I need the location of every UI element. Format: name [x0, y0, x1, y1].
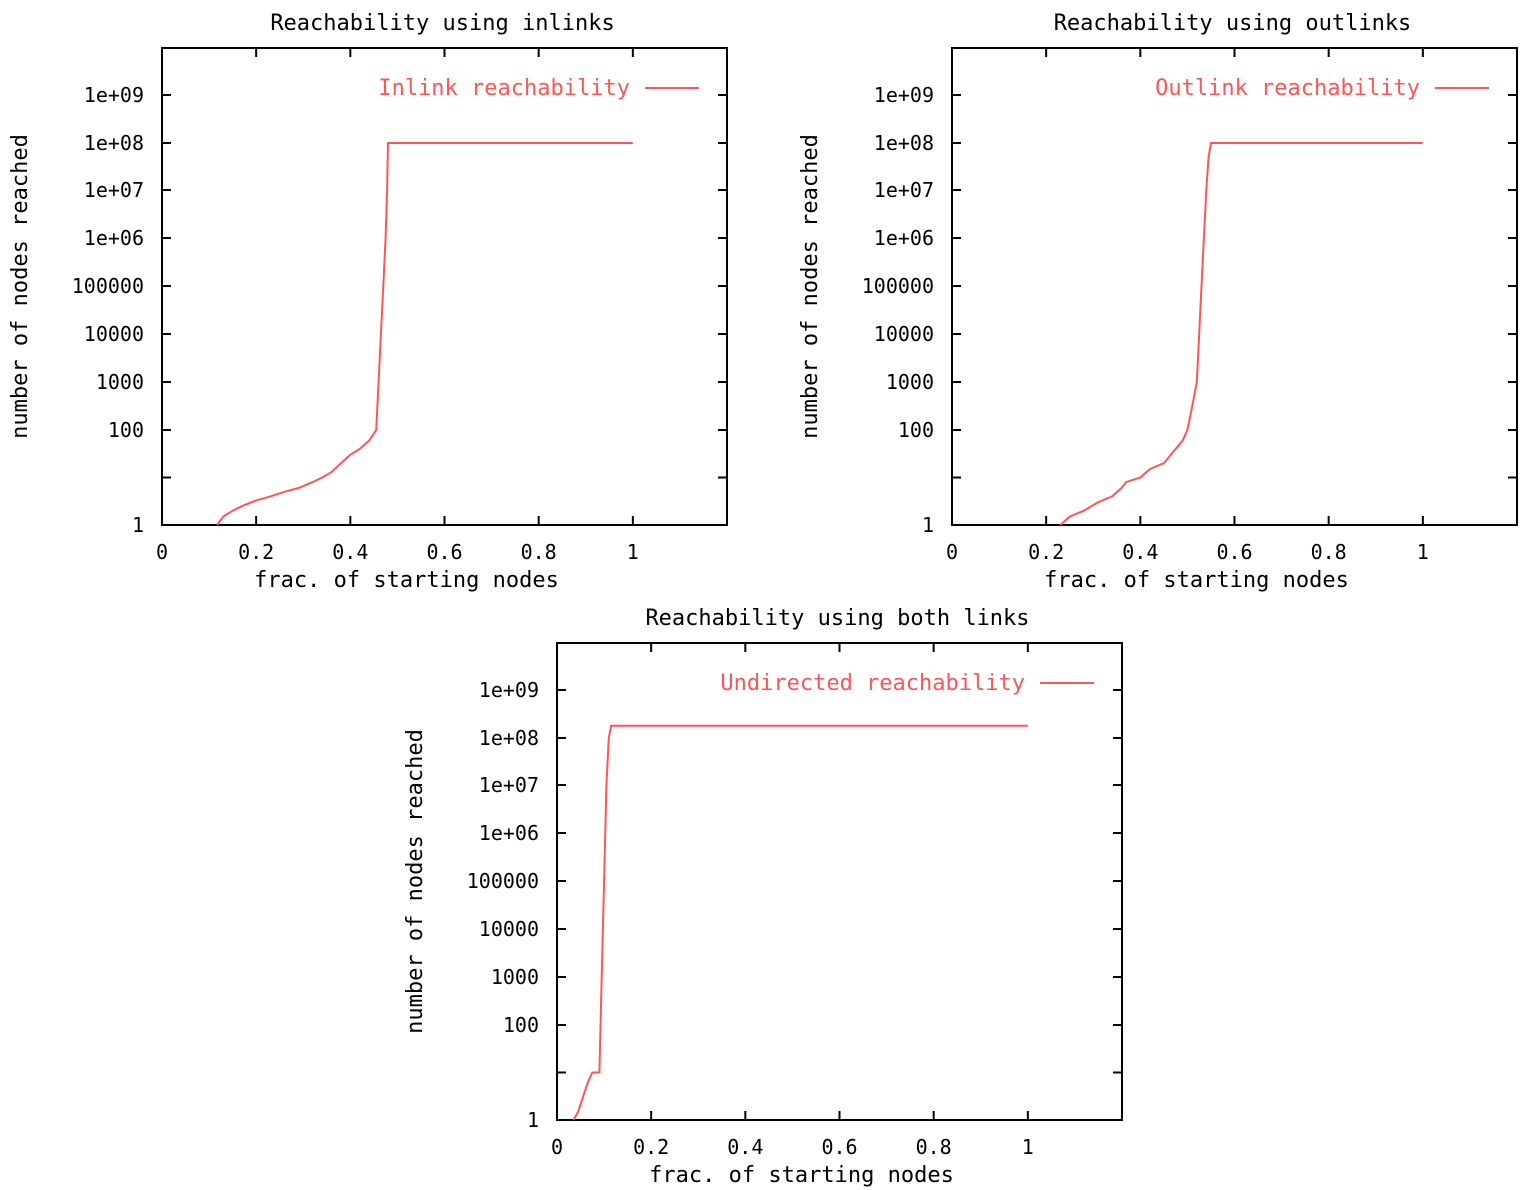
- y-tick-label: 1000: [96, 370, 144, 394]
- plot-frame: [951, 47, 1518, 526]
- y-axis-label: number of nodes reached: [8, 134, 33, 439]
- chart-panel-3: Reachability using both links 0 0.2 0.4 0.6 0…: [403, 606, 1123, 1188]
- x-tick-label: 0.8: [916, 1135, 952, 1159]
- y-tick-label: 1e+09: [479, 678, 539, 702]
- y-axis-label: number of nodes reached: [403, 729, 428, 1034]
- y-tick-label: 100: [503, 1013, 539, 1037]
- y-tick-label: 1: [527, 1108, 539, 1132]
- x-tick-label: 1: [627, 540, 639, 564]
- x-axis-label: frac. of starting nodes: [649, 1163, 954, 1188]
- y-tick-label: 1: [132, 513, 144, 537]
- chart-title: Reachability using both links: [645, 606, 1029, 631]
- y-tick-label: 1000: [491, 965, 539, 989]
- y-tick-label: 100000: [467, 869, 539, 893]
- x-tick-label: 1: [1022, 1135, 1034, 1159]
- y-tick-label: 100000: [72, 274, 144, 298]
- x-tick-label: 0: [551, 1135, 563, 1159]
- y-tick-label: 10000: [84, 322, 144, 346]
- y-tick-label: 100000: [862, 274, 934, 298]
- y-tick-label: 1000: [886, 370, 934, 394]
- x-tick-label: 0.8: [521, 540, 557, 564]
- y-tick-label: 1e+08: [874, 131, 934, 155]
- y-tick-label: 1e+09: [874, 83, 934, 107]
- chart-panel-2: Reachability using outlinks 0 0.2 0.4 0.6 0.8…: [798, 11, 1518, 593]
- plot-frame: [556, 642, 1123, 1121]
- y-tick-label: 1: [922, 513, 934, 537]
- chart-title: Reachability using outlinks: [1054, 11, 1412, 36]
- y-tick-label: 1e+08: [84, 131, 144, 155]
- legend-label: Inlink reachability: [378, 76, 630, 101]
- x-tick-label: 0.4: [727, 1135, 763, 1159]
- chart-panel-1: Reachability using inlinks 0 0.2 0.4 0.6 0.8 1…: [8, 11, 728, 593]
- x-axis-label: frac. of starting nodes: [1044, 568, 1349, 593]
- y-tick-label: 10000: [874, 322, 934, 346]
- chart-title: Reachability using inlinks: [270, 11, 614, 36]
- series-line: [572, 724, 1028, 1121]
- y-tick-label: 1e+06: [874, 226, 934, 250]
- legend-label: Undirected reachability: [720, 671, 1025, 696]
- x-tick-label: 0.6: [821, 1135, 857, 1159]
- y-tick-label: 10000: [479, 917, 539, 941]
- series-line: [1059, 142, 1423, 526]
- x-tick-label: 0.4: [332, 540, 368, 564]
- x-tick-label: 1: [1417, 540, 1429, 564]
- x-tick-label: 0.2: [633, 1135, 669, 1159]
- x-tick-label: 0.4: [1122, 540, 1158, 564]
- x-tick-label: 0.8: [1311, 540, 1347, 564]
- y-tick-label: 100: [898, 418, 934, 442]
- x-tick-label: 0.2: [238, 540, 274, 564]
- y-axis-label: number of nodes reached: [798, 134, 823, 439]
- plot-frame: [161, 47, 728, 526]
- x-tick-label: 0: [156, 540, 168, 564]
- y-tick-label: 100: [108, 418, 144, 442]
- series-line: [216, 142, 633, 526]
- x-tick-label: 0: [946, 540, 958, 564]
- y-tick-label: 1e+07: [84, 178, 144, 202]
- y-tick-label: 1e+06: [479, 821, 539, 845]
- x-tick-label: 0.2: [1028, 540, 1064, 564]
- y-tick-label: 1e+08: [479, 726, 539, 750]
- y-tick-label: 1e+09: [84, 83, 144, 107]
- x-axis-label: frac. of starting nodes: [254, 568, 559, 593]
- legend-label: Outlink reachability: [1155, 76, 1420, 101]
- y-tick-label: 1e+07: [479, 773, 539, 797]
- y-tick-label: 1e+06: [84, 226, 144, 250]
- y-tick-label: 1e+07: [874, 178, 934, 202]
- x-tick-label: 0.6: [1216, 540, 1252, 564]
- x-tick-label: 0.6: [426, 540, 462, 564]
